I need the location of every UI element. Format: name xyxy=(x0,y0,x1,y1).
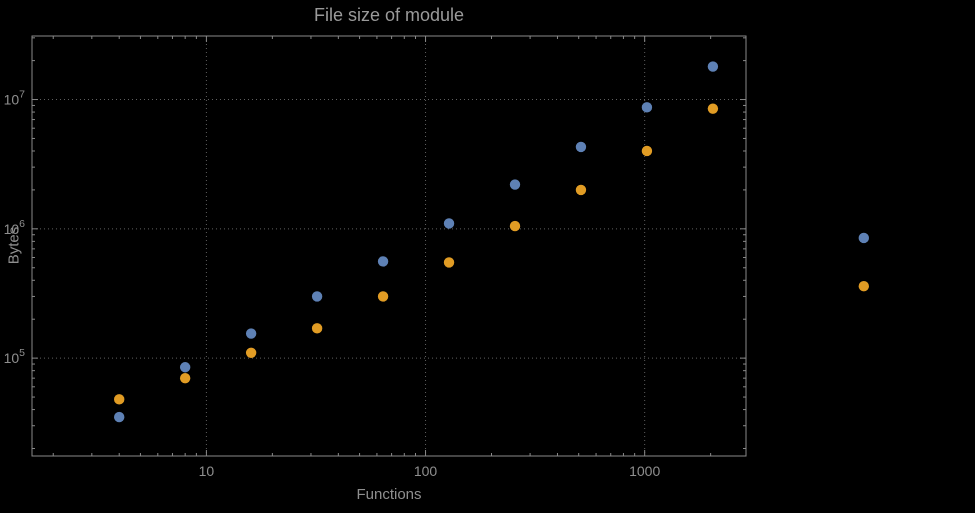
series-2-orange-point xyxy=(114,394,125,405)
series-1-blue-point xyxy=(114,411,125,423)
x-tick-label: 1000 xyxy=(629,463,660,479)
plot-frame xyxy=(31,35,747,457)
series-2-orange-point xyxy=(245,347,257,358)
x-tick-label: 10 xyxy=(199,463,215,479)
series-1-blue-point xyxy=(575,141,587,153)
series-1-blue-point xyxy=(179,362,191,373)
series-2-orange-point xyxy=(179,372,191,384)
series-1-blue-point xyxy=(641,102,653,113)
series-2-orange-point xyxy=(509,220,521,232)
series-1-blue-point xyxy=(707,61,719,72)
x-axis-label: Functions xyxy=(356,486,422,503)
x-tick-label: 100 xyxy=(414,463,438,479)
y-tick-label: 107 xyxy=(4,89,26,108)
series-1-blue-point xyxy=(443,218,455,229)
series-2-orange-point xyxy=(641,145,653,157)
series-1-blue-point xyxy=(311,291,323,302)
series-2-orange-point xyxy=(707,103,719,114)
y-tick-label: 106 xyxy=(4,218,26,237)
series-1-blue-point xyxy=(245,328,257,339)
series-2-orange-point xyxy=(443,257,455,268)
series-2-orange-point xyxy=(575,184,587,196)
series-2-orange-point xyxy=(311,323,323,334)
chart-title: File size of module xyxy=(313,5,465,25)
series-2-orange-point xyxy=(377,291,389,302)
y-tick-label: 105 xyxy=(4,347,26,366)
series-1-blue-point xyxy=(509,179,521,190)
series-1-blue-point xyxy=(377,256,389,267)
series-1-blue-point xyxy=(858,232,870,244)
series-2-orange-point xyxy=(858,280,870,292)
